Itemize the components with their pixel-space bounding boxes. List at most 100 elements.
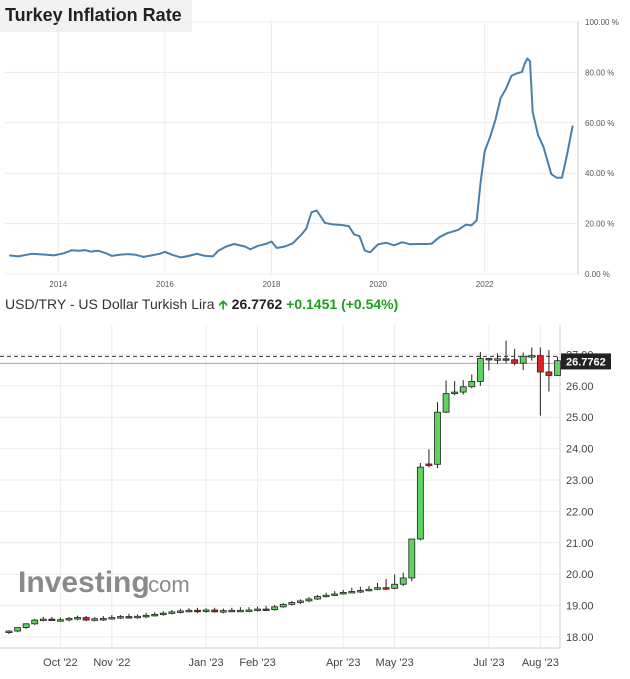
- candle-body: [468, 381, 476, 388]
- candle-body: [476, 358, 484, 382]
- candle-body: [117, 616, 124, 619]
- date-axis-label: Nov '22: [93, 657, 130, 669]
- price-axis-label: 26.00: [566, 381, 594, 393]
- x-tick-label: 2022: [476, 280, 494, 289]
- up-arrow-icon: 🡱: [218, 297, 228, 312]
- y-tick-label: 80.00 %: [585, 68, 614, 77]
- last-price-tag-label: 26.7762: [566, 356, 606, 368]
- candle-body: [134, 615, 141, 619]
- x-tick-label: 2020: [369, 280, 387, 289]
- x-tick-label: 2016: [156, 280, 174, 289]
- candle-body: [416, 466, 424, 540]
- candle-body: [434, 411, 441, 465]
- candle-body: [82, 617, 90, 621]
- x-tick-label: 2014: [49, 280, 67, 289]
- candle-body: [322, 594, 330, 598]
- y-tick-label: 0.00 %: [585, 270, 610, 279]
- last-price-tag: [561, 353, 611, 370]
- candle-body: [99, 618, 107, 621]
- candle-body: [502, 358, 510, 361]
- chart-title: Turkey Inflation Rate: [5, 5, 182, 25]
- candle-body: [236, 609, 244, 613]
- date-axis-label: May '23: [376, 657, 414, 669]
- candle-body: [511, 359, 519, 364]
- candle-body: [279, 603, 287, 608]
- candle-body: [288, 602, 296, 605]
- candle-body: [48, 618, 56, 622]
- price-axis-label: 20.00: [566, 569, 594, 581]
- candle-body: [365, 588, 373, 592]
- candle-body: [65, 618, 73, 621]
- candle-body: [202, 609, 210, 612]
- candle-body: [245, 609, 253, 612]
- candle-body: [31, 619, 39, 625]
- candle-body: [519, 355, 527, 364]
- price-axis-label: 25.00: [566, 412, 594, 424]
- candle-body: [14, 627, 21, 632]
- x-tick-label: 2018: [263, 280, 281, 289]
- candle-body: [159, 612, 167, 616]
- watermark-suffix: .com: [142, 572, 190, 597]
- candle-body: [211, 609, 219, 613]
- candle-body: [108, 617, 116, 620]
- price-change: +0.1451: [286, 296, 338, 312]
- inflation-series-line: [9, 57, 574, 259]
- candle-body: [331, 593, 339, 596]
- candle-body: [5, 630, 13, 634]
- candle-body: [408, 538, 416, 579]
- candle-body: [305, 598, 313, 602]
- price-axis-label: 24.00: [566, 444, 594, 456]
- candle-body: [528, 355, 536, 358]
- price-axis-label: 19.00: [566, 601, 594, 613]
- candle-body: [545, 371, 553, 376]
- price-axis-label: 21.00: [566, 538, 594, 550]
- candle-body: [168, 611, 176, 614]
- candle-body: [262, 608, 270, 611]
- y-tick-label: 40.00 %: [585, 169, 614, 178]
- candle-body: [91, 618, 99, 621]
- date-axis-label: Jan '23: [189, 657, 224, 669]
- candle-body: [536, 355, 544, 373]
- date-axis-label: Apr '23: [326, 657, 361, 669]
- ticker-line: USD/TRY - US Dollar Turkish Lira 🡱 26.77…: [5, 296, 398, 318]
- candle-body: [494, 358, 501, 361]
- candle-body: [254, 608, 261, 611]
- candle-body: [356, 590, 364, 593]
- usdtry-candlestick-chart: 18.00 19.00 20.00 21.00 22.00 23.00 24.00 25.00…: [0, 325, 611, 669]
- date-axis-label: Oct '22: [43, 657, 78, 669]
- candle-body: [57, 619, 64, 622]
- date-axis-label: Feb '23: [239, 657, 275, 669]
- candle-body: [194, 609, 201, 613]
- candle-body: [22, 623, 30, 628]
- price-change-percent: (+0.54%): [341, 296, 399, 312]
- candle-body: [125, 616, 133, 619]
- candle-body: [185, 609, 193, 613]
- price-axis-label: 23.00: [566, 475, 594, 487]
- date-axis-label: Jul '23: [473, 657, 504, 669]
- y-tick-label: 60.00 %: [585, 119, 614, 128]
- watermark-brand: Investing: [18, 566, 150, 599]
- price-axis-label: 18.00: [566, 632, 594, 644]
- y-tick-label: 100.00 %: [585, 18, 619, 27]
- candle-body: [391, 583, 399, 589]
- candle-body: [459, 386, 467, 393]
- candle-body: [74, 617, 81, 620]
- candle-body: [374, 587, 381, 590]
- inflation-line-chart: 2014 2016 2018 2020 2022 0.00 % 20.00 % 40.00 %…: [5, 18, 619, 289]
- instrument-name: USD/TRY - US Dollar Turkish Lira: [5, 296, 215, 312]
- candle-body: [399, 577, 407, 585]
- candle-body: [442, 393, 450, 413]
- title-box: Turkey Inflation Rate: [0, 0, 192, 32]
- candle-body: [451, 391, 459, 395]
- candle-body: [554, 360, 561, 376]
- candle-body: [176, 610, 184, 613]
- candle-body: [296, 600, 304, 603]
- candle-body: [219, 610, 227, 613]
- candle-body: [39, 618, 47, 622]
- candle-body: [151, 613, 159, 617]
- candle-body: [485, 358, 493, 361]
- candle-body: [142, 614, 150, 618]
- candle-body: [228, 609, 236, 613]
- candle-body: [348, 591, 356, 594]
